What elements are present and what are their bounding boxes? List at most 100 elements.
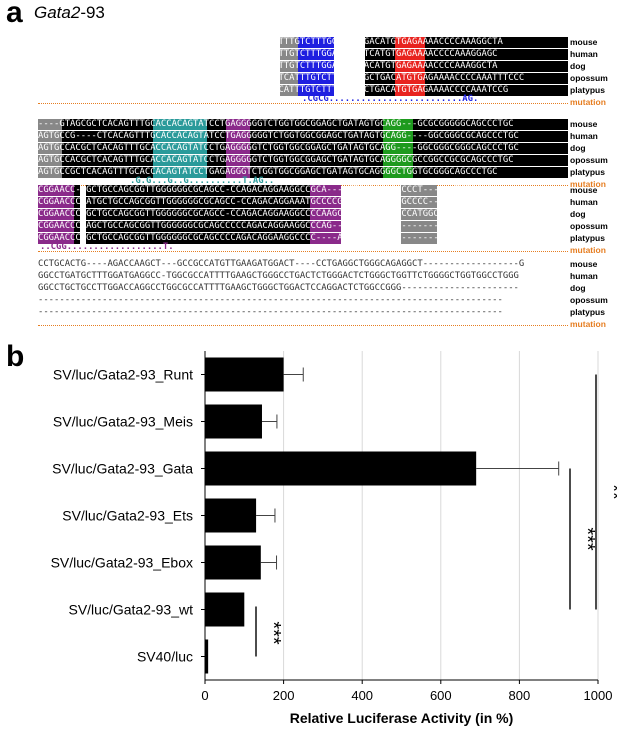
- species-label: mouse: [570, 185, 598, 195]
- species-label: mouse: [570, 119, 598, 129]
- species-label: mouse: [570, 37, 598, 47]
- x-axis-label: Relative Luciferase Activity (in %): [290, 710, 514, 726]
- conservation-shade: [382, 167, 414, 178]
- alignment-row: CGGAACC--GCTGCCAGCGGTTGGGGGGCGCAGCC-CCAG…: [0, 184, 617, 196]
- conservation-shade: [38, 155, 63, 166]
- mutation-dotted-line: [38, 92, 568, 104]
- alignment-row: CGGAACCCAGCTGCCAGCGGTTGGGGGGCGCAGCCCCAGA…: [0, 232, 617, 244]
- sequence-text: AGTGCCG----CTCACAGTTTGCACCACAGTATCCTGAGG…: [38, 130, 568, 142]
- x-tick-label: 600: [430, 688, 452, 703]
- gene-name: Gata2: [34, 3, 81, 22]
- mutation-bases: .G.G...G..G..........T.AG..: [130, 176, 275, 186]
- species-label: human: [570, 49, 598, 59]
- conservation-shade: [38, 209, 75, 220]
- species-label: platypus: [570, 307, 605, 317]
- sequence-text: CGGAACCC-GCTGCCAGCGGTTGGGGGGCGCAGCC-CCAG…: [38, 209, 487, 220]
- conservation-shade: [38, 143, 63, 154]
- conservation-shade: [86, 185, 311, 196]
- conservation-shade: [86, 221, 311, 232]
- alignment-row: ----------------------------------------…: [0, 60, 617, 72]
- bar-2: [205, 451, 477, 486]
- conservation-shade: [364, 85, 568, 96]
- conservation-shade: [38, 233, 75, 244]
- significance-label: ***: [262, 621, 284, 645]
- conservation-shade: [86, 233, 311, 244]
- species-label: platypus: [570, 85, 605, 95]
- alignment-row: ----------------------------------------…: [0, 306, 617, 318]
- conservation-shade: [225, 155, 250, 166]
- x-tick-label: 200: [273, 688, 295, 703]
- sequence-text: GGCCTGATGCTTTGGATGAGGCC-TGGCGCCATTTTGAAG…: [38, 271, 519, 281]
- category-label: SV/luc/Gata2-93_Meis: [53, 414, 193, 430]
- alignment-row: AGTGCCGCTCACAGTTTGCACCACAGTATCCTGAGAGGGT…: [0, 166, 617, 178]
- conservation-shade: [364, 73, 568, 84]
- alignment-row: CGGAACCC-GCTGCCAGCGGTTGGGGGGCGCAGCC-CCAG…: [0, 208, 617, 220]
- conservation-shade: [364, 61, 568, 72]
- sequence-text: CACAGTACAGGCCAGGGAAGGTCTGCGGGTTCTGAGCTGC…: [38, 36, 568, 48]
- species-label: human: [570, 271, 598, 281]
- mutation-row: mutation: [0, 318, 617, 330]
- category-label: SV/luc/Gata2-93_Ebox: [51, 555, 193, 571]
- species-label: opossum: [570, 221, 608, 231]
- conservation-shade: [225, 167, 250, 178]
- conservation-shade: [310, 233, 341, 244]
- sequence-text: ----------------------------------------…: [38, 60, 568, 72]
- mutation-label: mutation: [570, 97, 606, 107]
- mutation-dotted-line: [38, 314, 568, 326]
- conservation-shade: [280, 61, 299, 72]
- conservation-shade: [394, 37, 426, 48]
- bar-1: [205, 404, 262, 439]
- species-label: opossum: [570, 73, 608, 83]
- sequence-text: ---------------GAGAAGTGTTACAGAGTCATTTTTT…: [38, 72, 568, 84]
- conservation-shade: [310, 209, 341, 220]
- bar-0: [205, 357, 284, 392]
- significance-label: **: [602, 484, 617, 500]
- sequence-text: ----------------------------------------…: [38, 295, 503, 305]
- conservation-shade: [382, 155, 414, 166]
- sequence-text: AGTGCCACGCTCACAGTTTGCACCACAGTATCCTGAGGGG…: [38, 142, 568, 154]
- species-label: opossum: [570, 155, 608, 165]
- species-label: opossum: [570, 295, 608, 305]
- conservation-shade: [152, 119, 208, 130]
- conservation-shade: [401, 197, 438, 208]
- conservation-shade: [38, 197, 75, 208]
- sequence-text: GAAAACACGGCTGAAGAAGGGCTGGGTGTCACTTTCTCTC…: [38, 48, 568, 60]
- conservation-shade: [280, 37, 299, 48]
- species-label: dog: [570, 61, 586, 71]
- sequence-text: AGTGCCGCTCACAGTTTGCACCACAGTATCCTGAGAGGGT…: [38, 166, 568, 178]
- gene-title: Gata2-93: [34, 3, 105, 23]
- x-tick-label: 1000: [584, 688, 613, 703]
- mutation-label: mutation: [570, 179, 606, 189]
- species-label: platypus: [570, 167, 605, 177]
- conservation-shade: [364, 49, 568, 60]
- species-label: mouse: [570, 259, 598, 269]
- gene-suffix: -93: [80, 3, 105, 22]
- bar-6: [205, 639, 209, 674]
- species-label: platypus: [570, 233, 605, 243]
- sequence-text: CGGAACCCAGCTGCCAGCGGTTGGGGGGCGCAGCCCCAGA…: [38, 233, 493, 244]
- category-label: SV/luc/Gata2-93_Gata: [52, 461, 193, 477]
- alignment-row: ----------------------------------------…: [0, 84, 617, 96]
- species-label: dog: [570, 209, 586, 219]
- conservation-shade: [310, 221, 341, 232]
- conservation-shade: [38, 167, 568, 178]
- conservation-shade: [86, 209, 311, 220]
- conservation-shade: [310, 197, 341, 208]
- mutation-label: mutation: [570, 245, 606, 255]
- conservation-shade: [401, 221, 438, 232]
- bar-3: [205, 498, 257, 533]
- conservation-shade: [38, 119, 568, 130]
- conservation-shade: [225, 119, 250, 130]
- conservation-shade: [394, 85, 426, 96]
- species-label: human: [570, 197, 598, 207]
- mutation-bases: .CGCG.........................AG.: [302, 94, 479, 104]
- conservation-shade: [38, 143, 568, 154]
- panel-b-label: b: [6, 340, 25, 373]
- sequence-text: CCTGCACTG----AGACCAAGCT---GCCGCCATGTTGAA…: [38, 259, 525, 269]
- conservation-shade: [152, 167, 208, 178]
- mutation-dotted-line: [38, 240, 568, 252]
- conservation-shade: [38, 131, 63, 142]
- conservation-shade: [38, 155, 568, 166]
- sequence-text: ----GTAGCGCTCACAGTTTGCACCACAGTATCCTGAGGG…: [38, 118, 568, 130]
